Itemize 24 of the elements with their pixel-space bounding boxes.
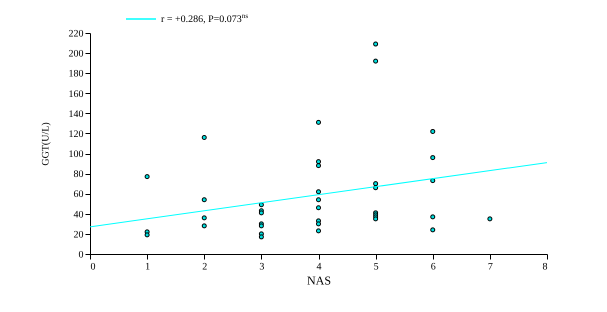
y-tick-label: 60 (74, 189, 84, 200)
y-tick-label: 0 (78, 250, 84, 260)
y-tick-label: 80 (74, 169, 84, 180)
y-tick-label: 100 (68, 149, 84, 160)
y-tick-label: 160 (68, 88, 84, 100)
y-axis-title: GGT(U/L) (40, 122, 52, 166)
y-tick-label: 220 (68, 28, 84, 40)
y-tick-label: 120 (68, 128, 84, 140)
x-tick-label: 2 (202, 262, 208, 272)
y-tick-label: 40 (74, 209, 84, 220)
x-tick-label: 4 (316, 262, 322, 272)
x-tick-label: 6 (430, 262, 436, 272)
y-tick-label: 140 (68, 108, 84, 120)
x-tick-label: 0 (90, 262, 96, 272)
x-tick-label: 8 (542, 262, 548, 272)
x-tick-label: 5 (374, 262, 379, 272)
x-axis-title: NAS (306, 274, 332, 288)
x-tick-label: 7 (488, 262, 493, 272)
x-tick-label: 3 (259, 262, 264, 272)
y-tick-label: 180 (68, 68, 84, 80)
y-tick-label: 20 (74, 229, 84, 240)
legend-label: r = +0.286, P=0.073$^{ns}$ (161, 12, 248, 25)
y-tick-label: 200 (68, 48, 84, 60)
x-tick-label: 1 (145, 262, 150, 272)
